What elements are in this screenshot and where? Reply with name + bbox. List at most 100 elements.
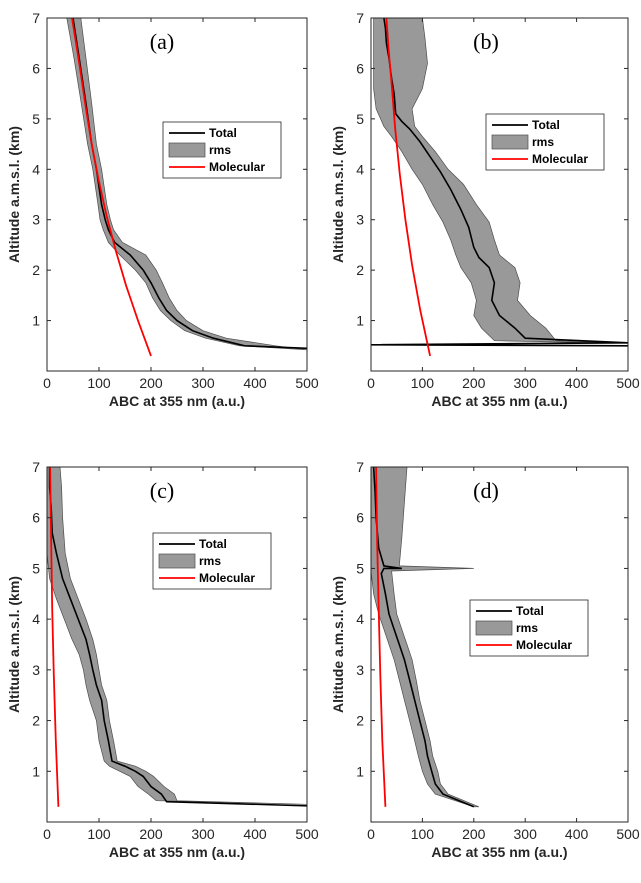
- y-tick-label: 4: [32, 161, 40, 177]
- legend-label-molecular: Molecular: [199, 571, 255, 585]
- series-total-line: [372, 467, 475, 808]
- y-tick-label: 4: [356, 161, 364, 177]
- panel-label: (d): [473, 478, 499, 503]
- legend-label-total: Total: [199, 537, 227, 551]
- legend-label-rms: rms: [516, 621, 538, 635]
- chart-panel-3: 0 100 200 300 400 500 1 2 3 4 5 6 7 ABC at 355 nm (a.…: [6, 459, 319, 860]
- x-tick-label: 0: [367, 375, 375, 391]
- y-tick-label: 2: [32, 713, 40, 729]
- y-tick-label: 3: [356, 662, 364, 678]
- legend-swatch-rms: [491, 134, 529, 150]
- axes-frame: [370, 17, 629, 372]
- x-axis-label: ABC at 355 nm (a.u.): [431, 844, 567, 860]
- series-total-line: [48, 467, 307, 807]
- panel-label: (a): [150, 29, 174, 54]
- plot-content: [371, 467, 480, 808]
- x-tick-label: 400: [565, 826, 589, 842]
- legend: Total rms Molecular: [469, 599, 589, 657]
- y-tick-label: 2: [32, 262, 40, 278]
- chart-panel-4: 0 100 200 300 400 500 1 2 3 4 5 6 7 ABC at 355 nm (a.…: [330, 459, 640, 860]
- series-molecular-line: [49, 467, 60, 807]
- axes-frame: [370, 466, 629, 823]
- legend-swatch-rms: [475, 620, 513, 636]
- legend-label-molecular: Molecular: [209, 160, 265, 174]
- legend-label-rms: rms: [209, 143, 231, 157]
- series-rms-band: [66, 18, 307, 351]
- plot-content: [47, 467, 307, 807]
- x-tick-label: 300: [191, 826, 215, 842]
- y-axis-label: Altitude a.m.s.l. (km): [330, 576, 346, 713]
- x-tick-label: 500: [616, 826, 640, 842]
- x-tick-label: 0: [367, 826, 375, 842]
- y-tick-label: 1: [356, 313, 364, 329]
- x-tick-label: 500: [295, 375, 319, 391]
- x-tick-label: 300: [191, 375, 215, 391]
- x-tick-label: 100: [411, 375, 435, 391]
- y-tick-label: 3: [32, 212, 40, 228]
- x-axis-label: ABC at 355 nm (a.u.): [109, 844, 245, 860]
- legend-swatch-rms: [158, 553, 196, 569]
- x-tick-label: 400: [243, 826, 267, 842]
- y-tick-label: 7: [32, 459, 40, 475]
- chart-panel-1: 0 100 200 300 400 500 1 2 3 4 5 6 7 ABC at 355 nm (a.…: [6, 10, 319, 409]
- x-tick-label: 200: [462, 826, 486, 842]
- x-tick-label: 200: [139, 826, 163, 842]
- y-tick-label: 7: [32, 10, 40, 26]
- x-tick-label: 0: [43, 826, 51, 842]
- legend: Total rms Molecular: [162, 121, 282, 179]
- y-tick-label: 7: [356, 459, 364, 475]
- series-molecular-line: [375, 467, 387, 807]
- x-tick-label: 500: [616, 375, 640, 391]
- series-rms-band: [373, 18, 628, 344]
- x-tick-label: 400: [565, 375, 589, 391]
- legend-label-total: Total: [209, 126, 237, 140]
- x-tick-label: 100: [87, 375, 111, 391]
- panel-label: (c): [150, 478, 174, 503]
- x-axis-label: ABC at 355 nm (a.u.): [109, 393, 245, 409]
- y-tick-label: 4: [356, 611, 364, 627]
- y-tick-label: 3: [356, 212, 364, 228]
- series-rms-band: [371, 467, 480, 808]
- x-tick-label: 100: [87, 826, 111, 842]
- y-tick-label: 6: [32, 60, 40, 76]
- y-tick-label: 2: [356, 713, 364, 729]
- y-tick-label: 3: [32, 662, 40, 678]
- x-tick-label: 300: [514, 826, 538, 842]
- y-tick-label: 6: [356, 60, 364, 76]
- legend-swatch-rms: [168, 142, 206, 158]
- x-tick-label: 200: [139, 375, 163, 391]
- y-tick-label: 1: [356, 763, 364, 779]
- series-rms-band: [47, 467, 307, 805]
- legend-label-molecular: Molecular: [532, 152, 588, 166]
- y-tick-label: 4: [32, 611, 40, 627]
- y-tick-label: 2: [356, 262, 364, 278]
- y-tick-label: 1: [32, 313, 40, 329]
- legend-label-total: Total: [532, 118, 560, 132]
- x-tick-label: 500: [295, 826, 319, 842]
- y-tick-label: 5: [32, 111, 40, 127]
- y-axis-label: Altitude a.m.s.l. (km): [6, 126, 22, 263]
- legend-label-rms: rms: [199, 554, 221, 568]
- plot-content: [66, 18, 307, 357]
- legend: Total rms Molecular: [152, 532, 272, 590]
- y-tick-label: 6: [32, 510, 40, 526]
- x-tick-label: 300: [514, 375, 538, 391]
- y-tick-label: 7: [356, 10, 364, 26]
- plot-content: [371, 18, 628, 357]
- y-tick-label: 5: [356, 560, 364, 576]
- series-molecular-line: [385, 18, 431, 357]
- y-tick-label: 5: [356, 111, 364, 127]
- legend-label-molecular: Molecular: [516, 638, 572, 652]
- chart-panel-2: 0 100 200 300 400 500 1 2 3 4 5 6 7 ABC at 355 nm (a.…: [330, 10, 640, 409]
- legend: Total rms Molecular: [485, 113, 605, 171]
- legend-label-total: Total: [516, 604, 544, 618]
- x-tick-label: 0: [43, 375, 51, 391]
- x-tick-label: 100: [411, 826, 435, 842]
- panel-label: (b): [473, 29, 499, 54]
- x-tick-label: 200: [462, 375, 486, 391]
- x-tick-label: 400: [243, 375, 267, 391]
- y-axis-label: Altitude a.m.s.l. (km): [330, 126, 346, 263]
- y-axis-label: Altitude a.m.s.l. (km): [6, 576, 22, 713]
- x-axis-label: ABC at 355 nm (a.u.): [431, 393, 567, 409]
- axes-frame: [46, 466, 308, 823]
